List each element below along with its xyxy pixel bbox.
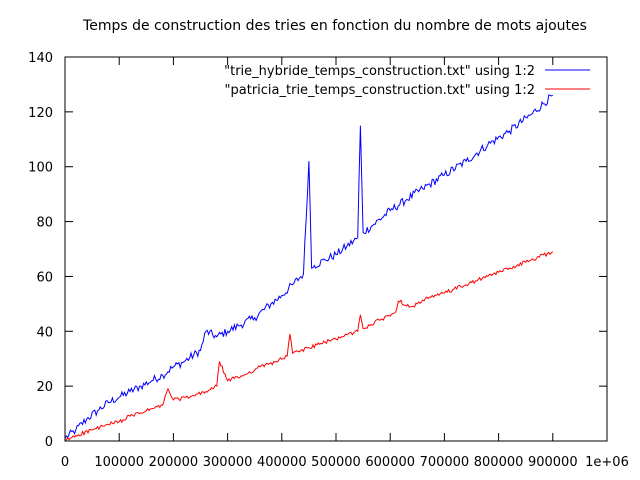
chart-title: Temps de construction des tries en fonct… xyxy=(82,18,587,34)
series-line-2 xyxy=(64,251,554,442)
x-tick-label: 100000 xyxy=(94,455,144,470)
x-tick-label: 200000 xyxy=(149,455,199,470)
y-tick-label: 100 xyxy=(28,161,53,176)
y-tick-label: 60 xyxy=(36,270,53,285)
x-tick-label: 400000 xyxy=(257,455,307,470)
y-tick-label: 80 xyxy=(36,216,53,231)
x-tick-label: 900000 xyxy=(528,455,578,470)
y-tick-label: 140 xyxy=(28,51,53,66)
y-tick-label: 20 xyxy=(36,380,53,395)
series-line-1 xyxy=(64,94,553,439)
y-tick-label: 0 xyxy=(45,435,53,450)
x-tick-label: 500000 xyxy=(311,455,361,470)
legend-label-2: "patricia_trie_temps_construction.txt" u… xyxy=(225,83,535,98)
x-tick-label: 700000 xyxy=(420,455,470,470)
x-tick-label: 600000 xyxy=(365,455,415,470)
x-tick-label: 0 xyxy=(61,455,69,470)
x-tick-label: 300000 xyxy=(203,455,253,470)
series-layer xyxy=(64,94,554,442)
axes-layer: 0 20 40 60 80 100 120 140 0 100000 200000 300000 400… xyxy=(28,51,629,470)
legend-label-1: "trie_hybride_temps_construction.txt" us… xyxy=(224,64,535,79)
legend: "trie_hybride_temps_construction.txt" us… xyxy=(224,64,590,98)
y-tick-label: 40 xyxy=(36,325,53,340)
y-tick-label: 120 xyxy=(28,106,53,121)
x-tick-label: 1e+06 xyxy=(585,455,629,470)
x-tick-label: 800000 xyxy=(474,455,524,470)
